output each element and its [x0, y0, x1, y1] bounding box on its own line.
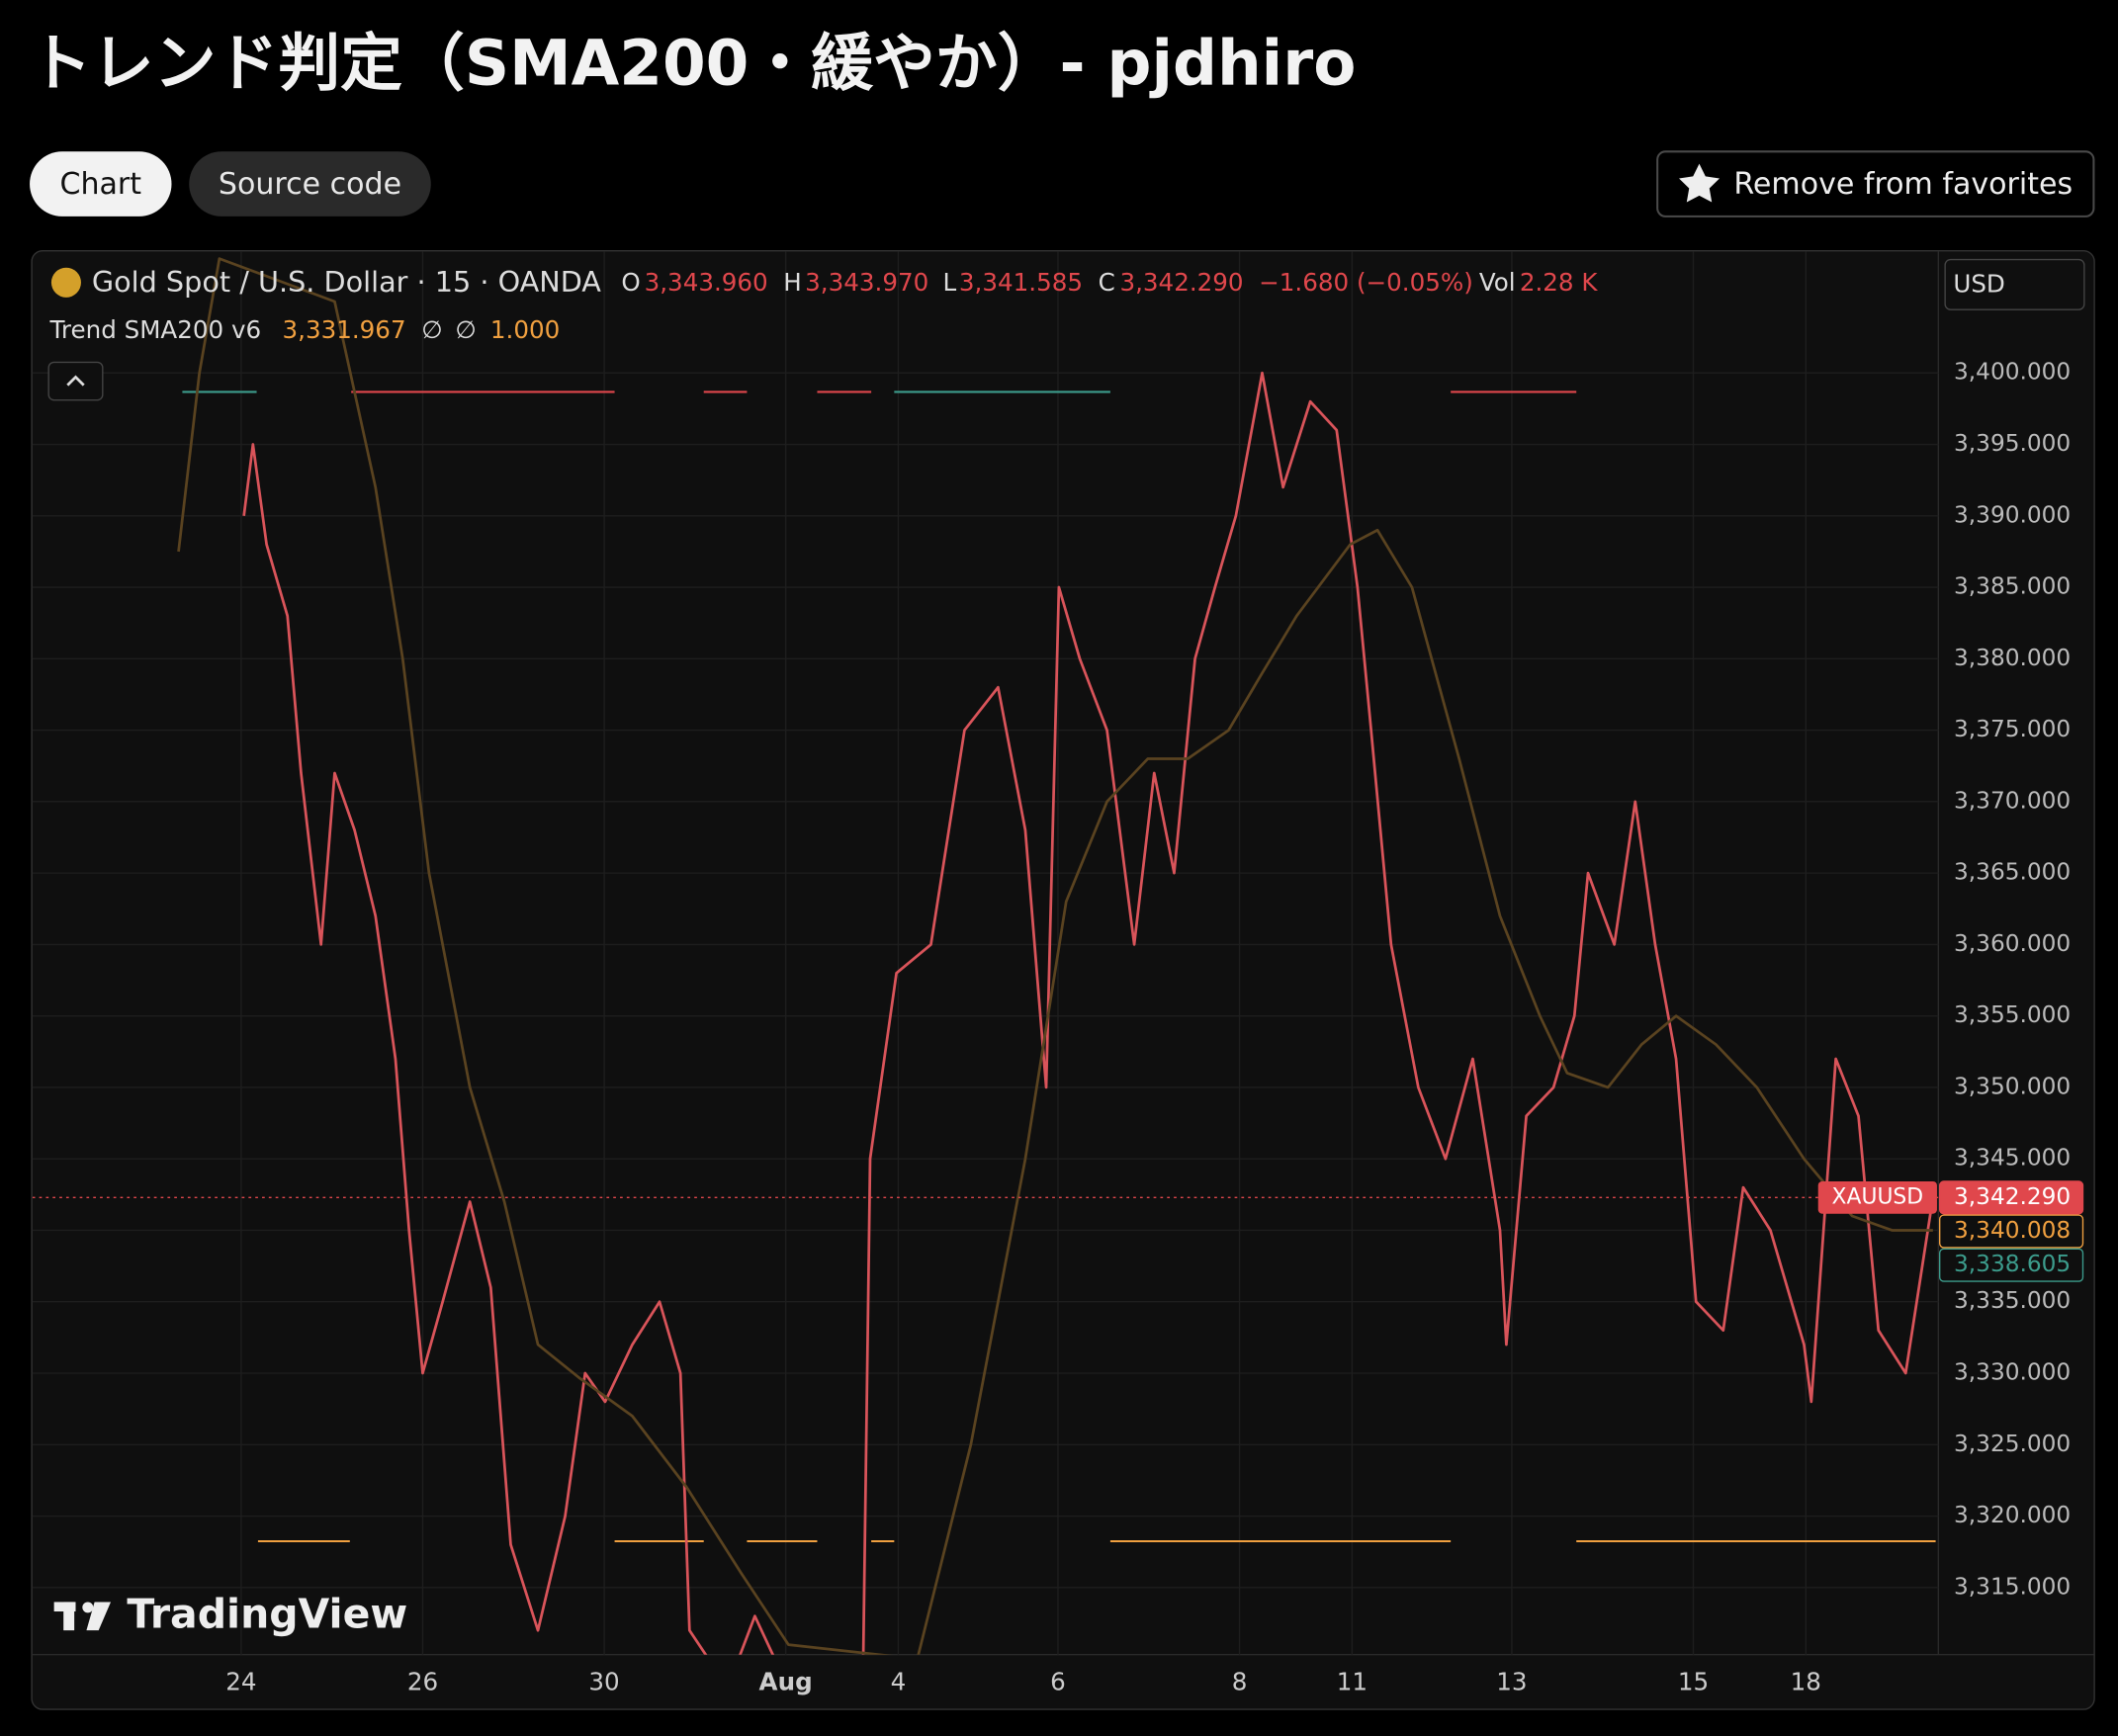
- currency-box[interactable]: [1944, 258, 2085, 310]
- chevron-icon[interactable]: [66, 375, 85, 387]
- price-tag: 3,338.605: [1954, 1251, 2071, 1277]
- y-tick-label: 3,375.000: [1954, 716, 2071, 742]
- y-tick-label: 3,390.000: [1954, 501, 2071, 528]
- x-tick-label: 15: [1678, 1667, 1709, 1695]
- y-tick-label: 3,360.000: [1954, 930, 2071, 957]
- y-tick-label: 3,380.000: [1954, 645, 2071, 671]
- favorite-label[interactable]: Remove from favorites: [1733, 167, 2073, 202]
- plot-area: [32, 257, 1939, 1655]
- indicator-value: 3,331.967: [283, 315, 406, 344]
- collapse-button[interactable]: [47, 361, 104, 401]
- y-tick-label: 3,315.000: [1954, 1573, 2071, 1600]
- ohlc-key: O: [621, 268, 640, 297]
- indicator-level: 1.000: [490, 315, 560, 344]
- indicator-name: Trend SMA200 v6: [49, 315, 262, 344]
- x-tick-label: 13: [1496, 1667, 1527, 1695]
- tab-source[interactable]: [189, 151, 431, 217]
- volume-value: 2.28 K: [1520, 268, 1599, 297]
- symbol-tag: XAUUSD: [1832, 1184, 1924, 1209]
- x-tick-label: 18: [1791, 1667, 1821, 1695]
- y-tick-label: 3,355.000: [1954, 1001, 2071, 1028]
- change: −1.680 (−0.05%): [1259, 268, 1473, 297]
- x-tick-label: 8: [1232, 1667, 1248, 1695]
- y-tick-label: 3,385.000: [1954, 573, 2071, 600]
- x-tick-label: 6: [1050, 1667, 1066, 1695]
- ohlc-key: L: [943, 268, 957, 297]
- ohlc-key: H: [783, 268, 801, 297]
- price-line: [242, 371, 1935, 1655]
- y-tick-label: 3,335.000: [1954, 1287, 2071, 1314]
- price-line: [177, 257, 1933, 1655]
- y-tick-label: 3,330.000: [1954, 1358, 2071, 1385]
- price-tag-bg: [1938, 1180, 2084, 1215]
- watermark: TradingView: [127, 1590, 407, 1637]
- currency[interactable]: USD: [1953, 270, 2005, 299]
- y-tick-label: 3,350.000: [1954, 1073, 2071, 1099]
- trend-signals: [182, 391, 1936, 1543]
- page-title: トレンド判定（SMA200・緩やか）- pjdhiro: [30, 28, 1356, 100]
- y-tick-label: 3,370.000: [1954, 787, 2071, 814]
- y-tick-label: 3,345.000: [1954, 1145, 2071, 1172]
- symbol: Gold Spot / U.S. Dollar · 15 · OANDA: [92, 265, 601, 299]
- x-tick-label: Aug: [759, 1667, 813, 1695]
- x-tick-label: 26: [407, 1667, 438, 1695]
- x-tick-label: 30: [588, 1667, 619, 1695]
- ohlc-value: 3,341.585: [959, 268, 1083, 297]
- axes: 3,315.000 3,320.000 3,325.000 3,330.000 3,33…: [225, 359, 2084, 1695]
- tab-label[interactable]: Chart: [59, 167, 141, 202]
- ohlc-value: 3,343.960: [645, 268, 768, 297]
- symbol-tag-bg: [1817, 1180, 1937, 1214]
- y-tick-label: 3,320.000: [1954, 1502, 2071, 1528]
- ohlc-value: 3,343.970: [805, 268, 928, 297]
- grid: [32, 251, 1939, 1655]
- ohlc-value: 3,342.290: [1119, 268, 1243, 297]
- y-tick-label: 3,400.000: [1954, 359, 2071, 386]
- x-tick-label: 11: [1337, 1667, 1368, 1695]
- price-tag-bg: [1938, 1214, 2084, 1249]
- volume-key: Vol: [1479, 268, 1516, 297]
- tab-label[interactable]: Source code: [219, 167, 401, 202]
- symbol-icon: [50, 267, 81, 298]
- favorite-button[interactable]: [1656, 150, 2095, 217]
- price-tag: 3,342.290: [1954, 1183, 2071, 1210]
- y-tick-label: 3,395.000: [1954, 430, 2071, 457]
- x-tick-label: 24: [225, 1667, 256, 1695]
- x-tick-label: 4: [891, 1667, 907, 1695]
- watermark-logo: [53, 1602, 112, 1631]
- star-icon[interactable]: [1679, 163, 1721, 203]
- indicator-flag: ∅: [421, 315, 442, 344]
- chart-frame: [31, 250, 2095, 1710]
- ohlc-key: C: [1099, 268, 1115, 297]
- tab-chart[interactable]: [30, 151, 172, 217]
- price-tag: 3,340.008: [1954, 1217, 2071, 1244]
- y-tick-label: 3,325.000: [1954, 1431, 2071, 1457]
- price-tag-bg: [1938, 1248, 2084, 1282]
- y-tick-label: 3,365.000: [1954, 859, 2071, 886]
- indicator-flag: ∅: [455, 315, 476, 344]
